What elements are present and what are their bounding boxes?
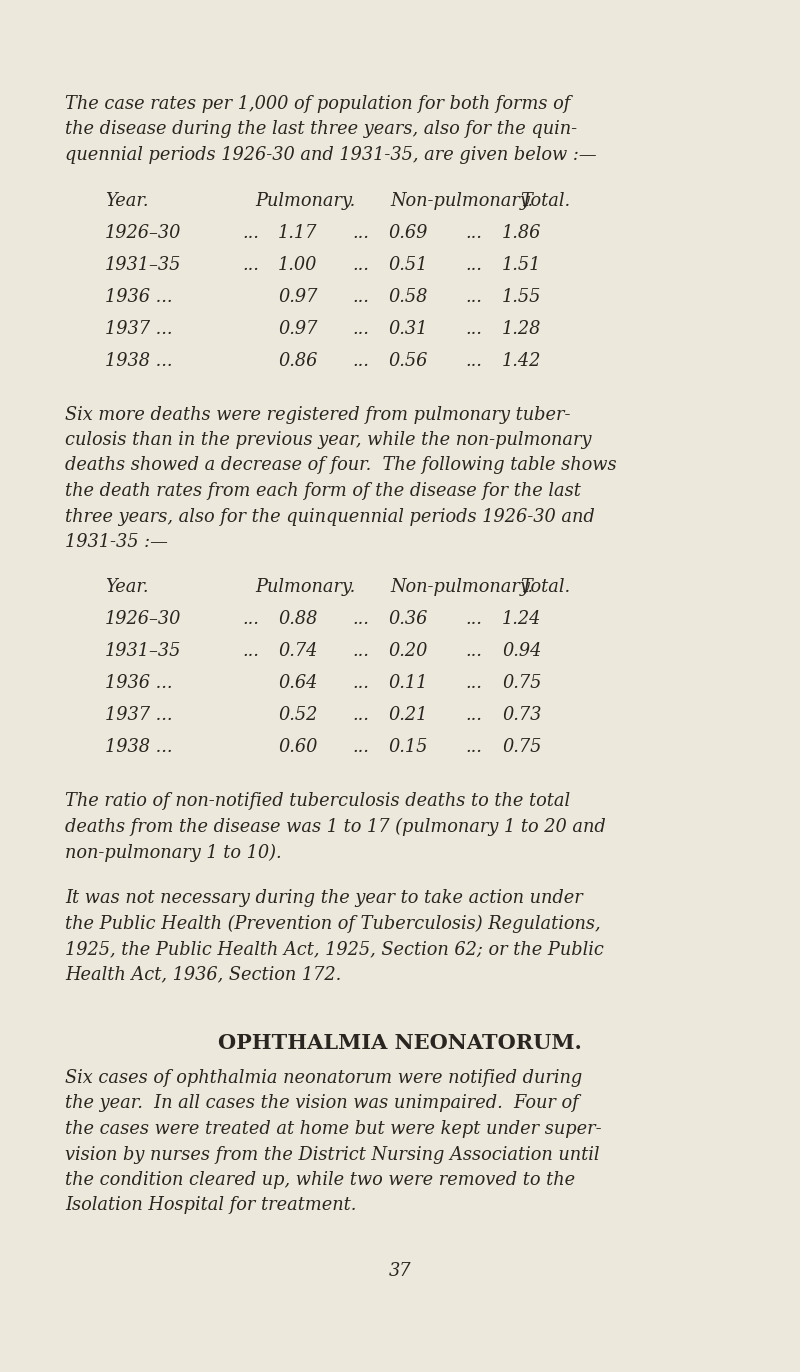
Text: Health Act, 1936, Section 172.: Health Act, 1936, Section 172. (65, 966, 342, 984)
Text: 1925, the Public Health Act, 1925, Section 62; or the Public: 1925, the Public Health Act, 1925, Secti… (65, 940, 604, 958)
Text: ...: ... (465, 320, 482, 338)
Text: ...: ... (352, 738, 369, 756)
Text: culosis than in the previous year, while the non-pulmonary: culosis than in the previous year, while… (65, 431, 591, 449)
Text: 1.51: 1.51 (502, 255, 542, 273)
Text: ...: ... (465, 738, 482, 756)
Text: deaths showed a decrease of four.  The following table shows: deaths showed a decrease of four. The fo… (65, 457, 617, 475)
Text: 1.42: 1.42 (502, 351, 542, 369)
Text: quennial periods 1926-30 and 1931-35, are given below :—: quennial periods 1926-30 and 1931-35, ar… (65, 145, 597, 165)
Text: 1937 ...: 1937 ... (105, 320, 173, 338)
Text: ...: ... (242, 224, 259, 241)
Text: OPHTHALMIA NEONATORUM.: OPHTHALMIA NEONATORUM. (218, 1033, 582, 1052)
Text: ...: ... (242, 642, 259, 660)
Text: 0.20: 0.20 (388, 642, 427, 660)
Text: 0.15: 0.15 (388, 738, 427, 756)
Text: 37: 37 (389, 1262, 411, 1280)
Text: ...: ... (352, 320, 369, 338)
Text: 0.51: 0.51 (388, 255, 427, 273)
Text: ...: ... (465, 255, 482, 273)
Text: Pulmonary.: Pulmonary. (255, 192, 355, 210)
Text: The case rates per 1,000 of population for both forms of: The case rates per 1,000 of population f… (65, 95, 570, 113)
Text: 0.31: 0.31 (388, 320, 427, 338)
Text: 0.75: 0.75 (502, 675, 542, 693)
Text: It was not necessary during the year to take action under: It was not necessary during the year to … (65, 889, 582, 907)
Text: the Public Health (Prevention of Tuberculosis) Regulations,: the Public Health (Prevention of Tubercu… (65, 915, 601, 933)
Text: ...: ... (352, 255, 369, 273)
Text: the year.  In all cases the vision was unimpaired.  Four of: the year. In all cases the vision was un… (65, 1095, 578, 1113)
Text: 1936 ...: 1936 ... (105, 675, 173, 693)
Text: ...: ... (465, 351, 482, 369)
Text: the disease during the last three years, also for the quin-: the disease during the last three years,… (65, 121, 577, 139)
Text: 1.55: 1.55 (502, 288, 542, 306)
Text: 1936 ...: 1936 ... (105, 288, 173, 306)
Text: ...: ... (465, 611, 482, 628)
Text: Isolation Hospital for treatment.: Isolation Hospital for treatment. (65, 1196, 356, 1214)
Text: 0.75: 0.75 (502, 738, 542, 756)
Text: deaths from the disease was 1 to 17 (pulmonary 1 to 20 and: deaths from the disease was 1 to 17 (pul… (65, 818, 606, 837)
Text: Six cases of ophthalmia neonatorum were notified during: Six cases of ophthalmia neonatorum were … (65, 1069, 582, 1087)
Text: ...: ... (465, 224, 482, 241)
Text: ...: ... (352, 675, 369, 693)
Text: Total.: Total. (520, 192, 570, 210)
Text: The ratio of non-notified tuberculosis deaths to the total: The ratio of non-notified tuberculosis d… (65, 793, 570, 811)
Text: 0.69: 0.69 (388, 224, 427, 241)
Text: ...: ... (352, 707, 369, 724)
Text: ...: ... (465, 707, 482, 724)
Text: 0.11: 0.11 (388, 675, 427, 693)
Text: 1.86: 1.86 (502, 224, 542, 241)
Text: 0.86: 0.86 (278, 351, 318, 369)
Text: ...: ... (352, 351, 369, 369)
Text: 1938 ...: 1938 ... (105, 351, 173, 369)
Text: ...: ... (465, 288, 482, 306)
Text: the condition cleared up, while two were removed to the: the condition cleared up, while two were… (65, 1170, 575, 1190)
Text: ...: ... (352, 224, 369, 241)
Text: Year.: Year. (105, 579, 149, 597)
Text: vision by nurses from the District Nursing Association until: vision by nurses from the District Nursi… (65, 1146, 599, 1163)
Text: 1.17: 1.17 (278, 224, 318, 241)
Text: 1.28: 1.28 (502, 320, 542, 338)
Text: ...: ... (352, 611, 369, 628)
Text: ...: ... (352, 288, 369, 306)
Text: 1926–30: 1926–30 (105, 224, 182, 241)
Text: ...: ... (465, 642, 482, 660)
Text: 1926–30: 1926–30 (105, 611, 182, 628)
Text: 0.58: 0.58 (388, 288, 427, 306)
Text: 0.64: 0.64 (278, 675, 318, 693)
Text: 1.00: 1.00 (278, 255, 318, 273)
Text: 0.88: 0.88 (278, 611, 318, 628)
Text: 0.36: 0.36 (388, 611, 427, 628)
Text: 0.97: 0.97 (278, 288, 318, 306)
Text: 1931-35 :—: 1931-35 :— (65, 532, 168, 552)
Text: Total.: Total. (520, 579, 570, 597)
Text: 0.56: 0.56 (388, 351, 427, 369)
Text: Non-pulmonary.: Non-pulmonary. (390, 192, 533, 210)
Text: Six more deaths were registered from pulmonary tuber-: Six more deaths were registered from pul… (65, 406, 570, 424)
Text: 1937 ...: 1937 ... (105, 707, 173, 724)
Text: the death rates from each form of the disease for the last: the death rates from each form of the di… (65, 482, 581, 499)
Text: 1.24: 1.24 (502, 611, 542, 628)
Text: ...: ... (242, 611, 259, 628)
Text: 0.52: 0.52 (278, 707, 318, 724)
Text: ...: ... (465, 675, 482, 693)
Text: three years, also for the quinquennial periods 1926-30 and: three years, also for the quinquennial p… (65, 508, 594, 525)
Text: Year.: Year. (105, 192, 149, 210)
Text: 0.60: 0.60 (278, 738, 318, 756)
Text: 1938 ...: 1938 ... (105, 738, 173, 756)
Text: 0.74: 0.74 (278, 642, 318, 660)
Text: ...: ... (352, 642, 369, 660)
Text: 0.97: 0.97 (278, 320, 318, 338)
Text: 1931–35: 1931–35 (105, 642, 182, 660)
Text: 0.94: 0.94 (502, 642, 542, 660)
Text: non-pulmonary 1 to 10).: non-pulmonary 1 to 10). (65, 844, 282, 862)
Text: 1931–35: 1931–35 (105, 255, 182, 273)
Text: Pulmonary.: Pulmonary. (255, 579, 355, 597)
Text: ...: ... (242, 255, 259, 273)
Text: Non-pulmonary.: Non-pulmonary. (390, 579, 533, 597)
Text: 0.73: 0.73 (502, 707, 542, 724)
Text: 0.21: 0.21 (388, 707, 427, 724)
Text: the cases were treated at home but were kept under super-: the cases were treated at home but were … (65, 1120, 602, 1137)
